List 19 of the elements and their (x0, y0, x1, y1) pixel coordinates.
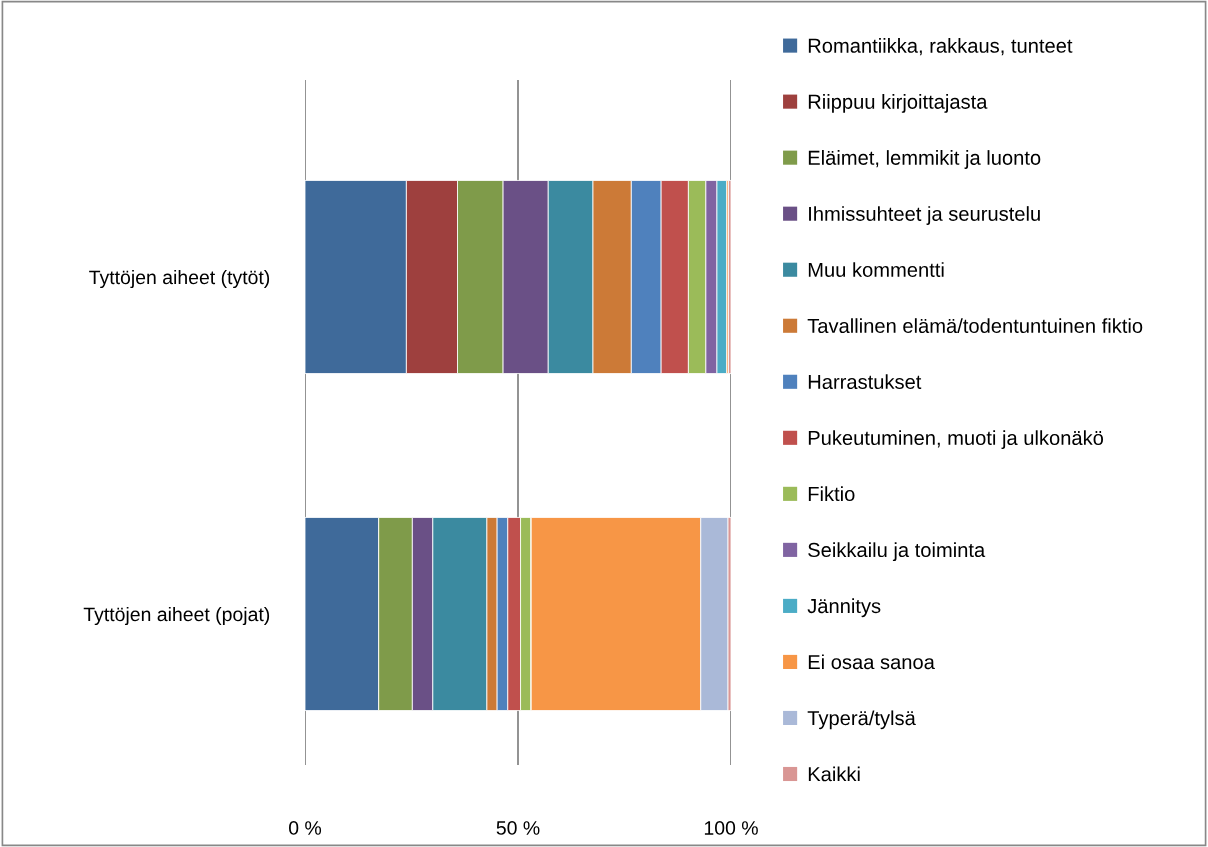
legend-label: Eläimet, lemmikit ja luonto (808, 150, 1041, 169)
legend-label: Seikkailu ja toiminta (808, 542, 986, 562)
legend-label: Fiktio (808, 486, 855, 502)
legend-label: Pukeutuminen, muoti ja ulkonäkö (808, 430, 1104, 450)
legend-label: Muu kommentti (808, 262, 944, 277)
legend-label: Riippuu kirjoittajasta (808, 94, 988, 113)
x-tick-label: 0 % (289, 821, 322, 835)
legend-label: Harrastukset (808, 374, 922, 390)
x-tick-label: 100 % (704, 821, 758, 835)
legend-label: Romantiikka, rakkaus, tunteet (808, 38, 1073, 56)
legend-label: Ihmissuhteet ja seurustelu (809, 206, 1040, 225)
legend-label: Typerä/tylsä (807, 710, 916, 730)
legend-label: Ei osaa sanoa (808, 654, 935, 670)
x-tick-label: 50 % (496, 821, 540, 835)
y-tick-label: Tyttöjen aiheet (pojat) (83, 606, 270, 626)
legend-label: Tavallinen elämä/todentuntuinen fiktio (807, 318, 1143, 333)
legend-label: Jännitys (807, 598, 881, 618)
y-tick-label: Tyttöjen aiheet (tytöt) (89, 269, 270, 289)
legend-label: Kaikki (808, 766, 860, 782)
